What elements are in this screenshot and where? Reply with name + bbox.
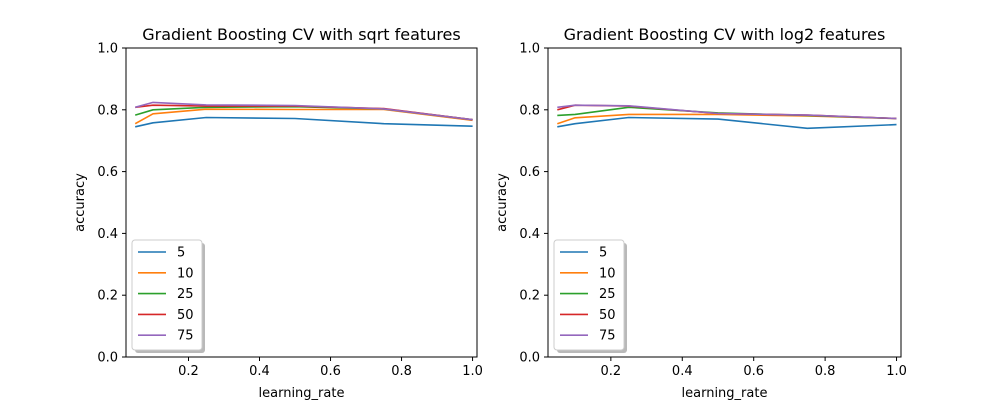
y-tick-label: 0.0 (519, 351, 540, 366)
axes-frame (125, 47, 478, 358)
axes-frame (547, 47, 902, 358)
x-tick-label: 0.4 (249, 364, 270, 379)
x-tick-label: 1.0 (462, 364, 483, 379)
y-tick-label: 0.0 (97, 351, 118, 366)
legend-label: 50 (599, 308, 616, 323)
series-line-5 (135, 116, 473, 128)
y-tick-label: 0.8 (97, 103, 118, 118)
legend-label: 10 (599, 266, 616, 281)
legend-label: 25 (599, 287, 616, 302)
legend-label: 5 (599, 246, 607, 261)
series-line-75 (134, 101, 473, 121)
y-tick-label: 1.0 (97, 42, 118, 57)
x-tick-label: 0.4 (672, 364, 693, 379)
series-line-10 (134, 108, 473, 125)
legend-label: 10 (177, 266, 194, 281)
x-axis-label: learning_rate (259, 386, 345, 400)
x-tick-label: 1.0 (886, 364, 907, 379)
legend-label: 5 (177, 246, 185, 261)
x-tick-label: 0.6 (743, 364, 764, 379)
series-line-75 (557, 104, 897, 120)
y-tick-label: 0.2 (97, 289, 118, 304)
y-tick-label: 0.4 (519, 227, 540, 242)
legend: 5 10 25 50 75 (553, 239, 627, 353)
legend-box (131, 239, 203, 351)
y-tick-label: 0.6 (519, 165, 540, 180)
x-tick-label: 0.6 (320, 364, 341, 379)
legend-label: 75 (177, 329, 194, 344)
legend-label: 75 (599, 329, 616, 344)
x-axis-label: learning_rate (682, 386, 768, 400)
y-tick-label: 0.8 (519, 103, 540, 118)
y-axis-label: accuracy (73, 173, 88, 232)
x-tick-label: 0.2 (601, 364, 622, 379)
x-tick-label: 0.8 (391, 364, 412, 379)
y-tick-label: 1.0 (519, 42, 540, 57)
legend: 5 10 25 50 75 (131, 239, 205, 353)
chart-title: Gradient Boosting CV with sqrt features (142, 25, 460, 44)
x-tick-label: 0.2 (178, 364, 199, 379)
y-axis-label: accuracy (495, 173, 510, 232)
chart-panel-1: 0.0 0.2 0.4 0.6 0.8 1.0 0.2 0.4 0.6 0.8 1.0 Gradien… (73, 25, 483, 400)
x-tick-label: 0.8 (815, 364, 836, 379)
chart-title: Gradient Boosting CV with log2 features (564, 25, 886, 44)
y-tick-label: 0.4 (97, 227, 118, 242)
legend-label: 25 (177, 287, 194, 302)
y-tick-label: 0.2 (519, 289, 540, 304)
chart-panel-2: 0.0 0.2 0.4 0.6 0.8 1.0 0.2 0.4 0.6 0.8 1.0 Gradien… (495, 25, 907, 400)
legend-label: 50 (177, 308, 194, 323)
legend-box (553, 239, 625, 351)
y-tick-label: 0.6 (97, 165, 118, 180)
series-line-5 (557, 116, 897, 130)
